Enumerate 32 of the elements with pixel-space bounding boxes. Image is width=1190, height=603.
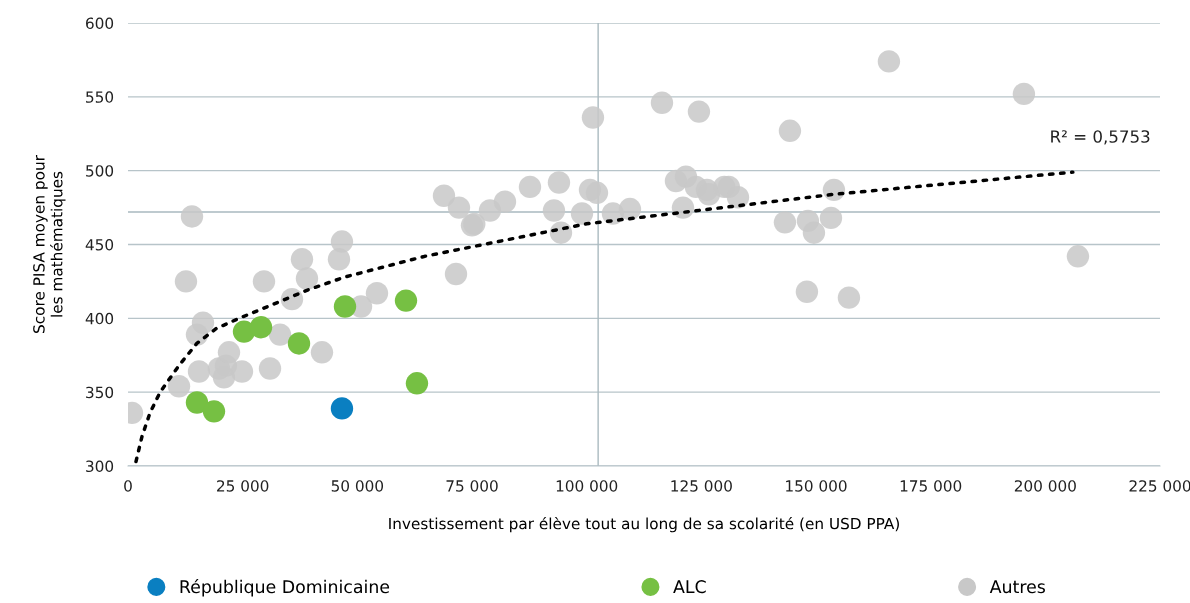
legend-label: ALC [673,580,706,594]
y-tick-label: 350 [86,386,114,399]
y-axis-title: Score PISA moyen pour les mathématiques [33,155,66,333]
annotation: R² = 0,5753 [1051,130,1150,145]
point [330,397,354,420]
x-tick-label: 150 000 [786,480,847,492]
y-tick-label: 600 [86,17,114,30]
y-tick-label: 550 [86,91,114,103]
y-tick-label: 400 [85,312,114,325]
y-tick-label: 450 [85,238,114,251]
line-series [134,170,1075,464]
x-tick-label: 25 000 [217,480,269,492]
legend-label: République Dominicaine [180,579,390,597]
point [394,289,418,312]
x-tick-label: 75 000 [446,480,498,492]
x-tick-label: 200 000 [1014,480,1076,492]
point [333,295,357,318]
x-tick-label: 125 000 [671,480,732,492]
point [249,316,273,339]
point [287,332,311,355]
x-tick-label: 50 000 [331,480,384,492]
x-tick-label: 175 000 [900,480,962,492]
x-tick-label: 0 [124,480,132,492]
x-tick-label: 100 000 [556,480,618,492]
x-tick-label: 225 000 [1129,480,1190,492]
point [405,372,429,395]
y-tick-label: 300 [86,460,114,473]
x-axis-title: Investissement par élève tout au long de sa scolarité (en USD PPA) [389,516,899,533]
legend-label: Autres [989,580,1045,594]
y-tick-label: 500 [86,165,114,177]
point [185,391,209,414]
point [202,400,226,423]
